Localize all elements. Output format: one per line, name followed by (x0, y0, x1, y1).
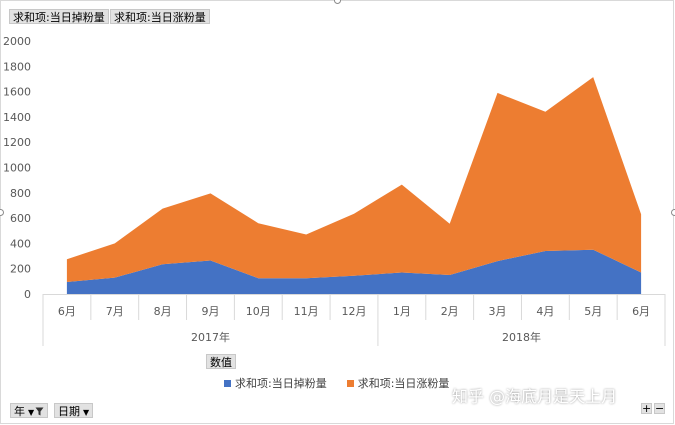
chevron-down-icon: ▼ (28, 408, 35, 417)
y-tick-label: 1400 (3, 111, 31, 124)
legend: 求和项:当日掉粉量 求和项:当日涨粉量 (224, 375, 469, 391)
x-tick-label: 7月 (106, 305, 124, 318)
y-tick-label: 0 (24, 288, 31, 301)
date-filter-button[interactable]: 日期 ▼ (54, 403, 94, 418)
area-series-0 (66, 249, 642, 294)
year-filter-label: 年 (14, 405, 25, 418)
field-button-lost-fans[interactable]: 求和项:当日掉粉量 (9, 9, 109, 24)
legend-swatch-gained-fans (346, 379, 354, 387)
date-filter-label: 日期 (58, 405, 80, 418)
x-tick-label: 5月 (584, 305, 602, 318)
y-tick-label: 1000 (3, 162, 31, 175)
x-tick-label: 11月 (294, 305, 319, 318)
legend-swatch-lost-fans (224, 379, 231, 387)
y-tick-label: 800 (10, 187, 31, 200)
collapse-field-button[interactable]: − (654, 402, 665, 415)
x-tick-label: 3月 (489, 305, 507, 318)
y-tick-label: 1200 (3, 136, 31, 149)
x-group-label: 2018年 (502, 330, 541, 344)
y-tick-label: 1800 (3, 60, 31, 73)
x-tick-label: 2月 (441, 305, 459, 318)
x-tick-label: 12月 (342, 305, 367, 318)
expand-field-button[interactable]: + (641, 402, 652, 415)
year-filter-button[interactable]: 年 ▼ (10, 403, 49, 418)
y-tick-label: 200 (10, 263, 31, 276)
y-tick-label: 400 (10, 237, 31, 250)
filter-icon (35, 407, 44, 416)
x-tick-label: 6月 (632, 305, 650, 318)
x-group-label: 2017年 (191, 330, 230, 344)
resize-handle-right[interactable] (671, 209, 675, 216)
watermark: 知乎 @海底月是天上月 (452, 387, 618, 406)
legend-label-lost-fans: 求和项:当日掉粉量 (235, 377, 327, 390)
y-tick-label: 2000 (3, 35, 31, 48)
x-tick-label: 9月 (201, 305, 219, 318)
x-tick-label: 1月 (393, 305, 411, 318)
x-tick-label: 6月 (58, 305, 76, 318)
legend-label-gained-fans: 求和项:当日涨粉量 (357, 377, 450, 390)
legend-item-lost-fans: 求和项:当日掉粉量 (224, 375, 327, 391)
y-tick-label: 1600 (3, 86, 31, 99)
resize-handle-top[interactable] (334, 0, 341, 4)
area-series-1 (66, 77, 642, 282)
y-tick-label: 600 (10, 212, 31, 225)
legend-item-gained-fans: 求和项:当日涨粉量 (346, 375, 450, 391)
x-tick-label: 4月 (536, 305, 554, 318)
x-tick-label: 8月 (154, 305, 172, 318)
field-button-gained-fans[interactable]: 求和项:当日涨粉量 (110, 9, 210, 24)
resize-handle-left[interactable] (0, 209, 4, 216)
chevron-down-icon: ▼ (83, 408, 90, 417)
values-field-button[interactable]: 数值 (206, 354, 236, 369)
x-tick-label: 10月 (246, 305, 271, 318)
